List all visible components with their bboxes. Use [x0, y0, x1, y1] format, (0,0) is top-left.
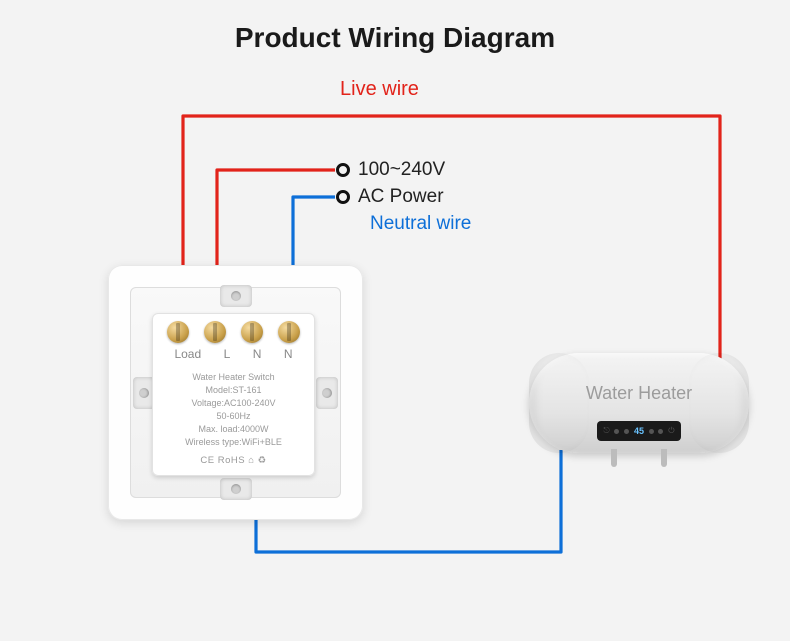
switch-panel: Load L N N Water Heater Switch Model:ST-…: [108, 265, 363, 520]
device-name: Water Heater Switch: [152, 371, 315, 384]
heater-disp-icon: ⏻: [668, 426, 674, 436]
terminal-load: [167, 321, 189, 343]
power-terminal-live: [336, 163, 350, 177]
diagram-title: Product Wiring Diagram: [0, 0, 790, 54]
device-freq: 50-60Hz: [152, 410, 315, 423]
terminal-n1: [241, 321, 263, 343]
voltage-label: 100~240V: [358, 159, 445, 181]
term-label-load: Load: [174, 347, 201, 361]
heater-disp-dot: [649, 429, 654, 434]
term-label-n1: N: [253, 347, 262, 361]
heater-disp-temp: 45: [634, 426, 644, 436]
term-label-n2: N: [284, 347, 293, 361]
heater-disp-icon: ⎋: [603, 426, 609, 436]
device-maxload: Max. load:4000W: [152, 423, 315, 436]
terminals-row: [152, 321, 315, 343]
power-terminal-neutral: [336, 190, 350, 204]
mount-tab-top: [220, 285, 252, 307]
device-cert-icons: CE RoHS ⌂ ♻: [152, 455, 315, 466]
mount-tab-bottom: [220, 478, 252, 500]
term-label-l: L: [224, 347, 231, 361]
heater-label: Water Heater: [529, 383, 749, 404]
live-wire-label: Live wire: [340, 78, 419, 101]
heater-display: ⎋ 45 ⏻: [597, 421, 681, 441]
device-wireless: Wireless type:WiFi+BLE: [152, 436, 315, 449]
heater-pipe: [611, 449, 617, 467]
terminal-l: [204, 321, 226, 343]
neutral-wire-label: Neutral wire: [370, 213, 471, 235]
switch-module: Load L N N Water Heater Switch Model:ST-…: [152, 313, 315, 476]
heater-pipe: [661, 449, 667, 467]
terminal-labels: Load L N N: [152, 347, 315, 361]
heater-disp-dot: [614, 429, 619, 434]
water-heater: Water Heater ⎋ 45 ⏻: [529, 353, 749, 468]
ac-power-label: AC Power: [358, 186, 444, 208]
heater-disp-dot: [624, 429, 629, 434]
device-model: Model:ST-161: [152, 384, 315, 397]
device-voltage: Voltage:AC100-240V: [152, 397, 315, 410]
heater-disp-dot: [658, 429, 663, 434]
mount-tab-right: [316, 377, 338, 409]
device-text: Water Heater Switch Model:ST-161 Voltage…: [152, 371, 315, 449]
terminal-n2: [278, 321, 300, 343]
